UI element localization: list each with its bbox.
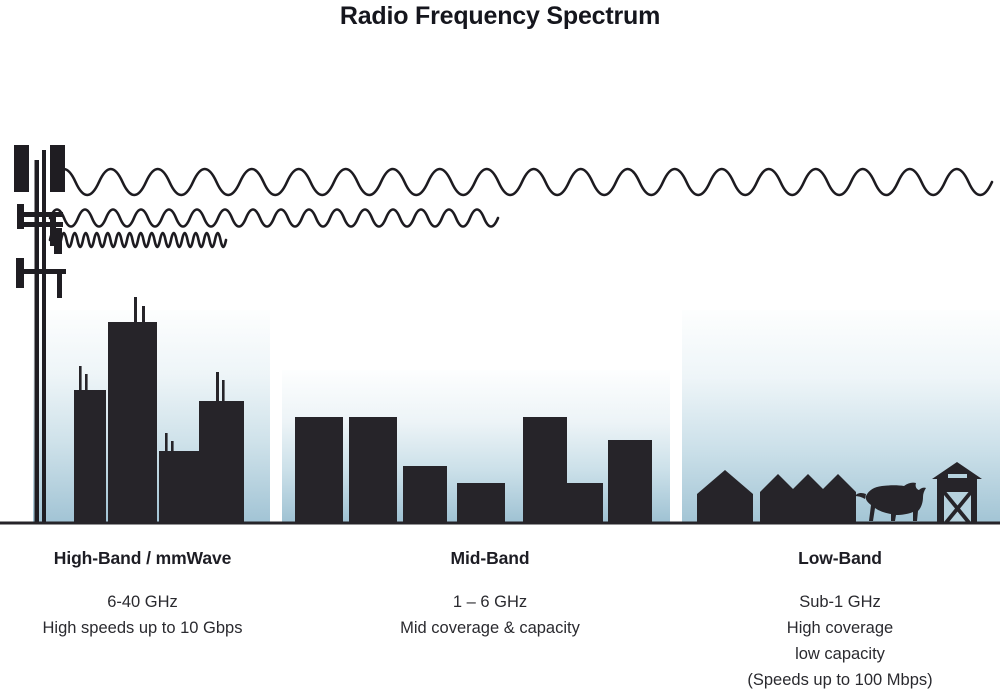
ground-line [0, 521, 1000, 525]
band-title-high: High-Band / mmWave [53, 548, 232, 568]
high-band-wave [48, 231, 228, 249]
house-icon [697, 470, 753, 522]
mid-band-skyline [295, 417, 652, 522]
band-line-low-3: (Speeds up to 100 Mbps) [747, 671, 933, 689]
cell-tower [14, 145, 66, 522]
house-icon [790, 474, 826, 522]
house-icon [760, 474, 796, 522]
high-band-skyline [74, 297, 244, 522]
low-band-farm [697, 462, 982, 522]
barn-icon [932, 462, 982, 522]
house-icon [820, 474, 856, 522]
band-caption-mid: Mid-Band 1 – 6 GHz Mid coverage & capaci… [340, 548, 640, 641]
low-band-wave [50, 167, 994, 197]
band-line-high-0: 6-40 GHz [107, 593, 178, 611]
band-title-mid: Mid-Band [450, 548, 530, 568]
cow-icon [855, 482, 926, 521]
band-caption-high: High-Band / mmWave 6-40 GHz High speeds … [0, 548, 285, 641]
band-line-low-2: low capacity [795, 645, 885, 663]
page-title: Radio Frequency Spectrum [339, 2, 661, 30]
band-line-high-1: High speeds up to 10 Gbps [42, 619, 243, 637]
band-caption-low: Low-Band Sub-1 GHz High coverage low cap… [690, 548, 990, 693]
band-line-low-0: Sub-1 GHz [799, 593, 881, 611]
band-title-low: Low-Band [798, 548, 882, 568]
band-line-low-1: High coverage [786, 619, 894, 637]
mid-band-wave [48, 208, 500, 228]
band-line-mid-1: Mid coverage & capacity [400, 619, 580, 637]
band-line-mid-0: 1 – 6 GHz [452, 593, 528, 611]
